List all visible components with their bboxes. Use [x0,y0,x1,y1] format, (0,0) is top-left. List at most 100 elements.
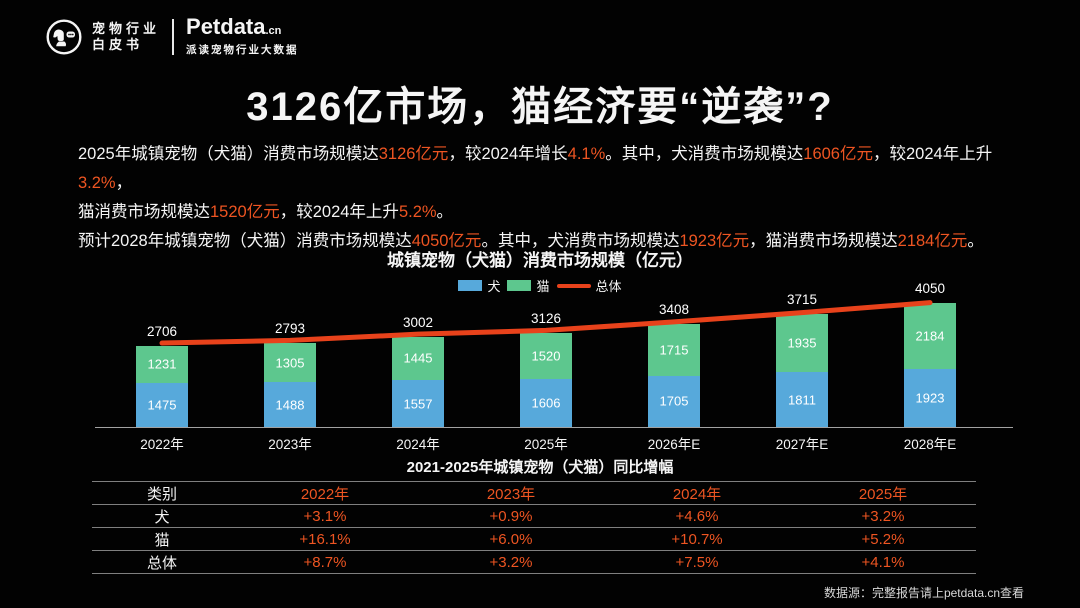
bar-segment-犬: 1705 [648,375,700,427]
bar-value-label: 1557 [403,396,433,412]
text-segment: 。其中，犬消费市场规模达 [481,232,680,250]
highlight-value: 4.1% [567,145,606,163]
x-axis-line [95,427,1013,428]
bar-value-label: 1305 [275,355,305,371]
highlight-value: 3126亿元 [378,145,449,163]
total-value-label: 3408 [658,302,690,318]
brand-bar: 宠物行业 白皮书 Petdata.cn 派读宠物行业大数据 [46,16,299,57]
intro-line-3: 预计2028年城镇宠物（犬猫）消费市场规模达4050亿元。其中，犬消费市场规模达… [78,227,1033,256]
row-label: 总体 [146,554,177,572]
total-value-label: 4050 [914,281,946,297]
text-segment: 。其中，犬消费市场规模达 [605,145,804,163]
bar-value-label: 1231 [147,356,177,372]
bar-segment-犬: 1606 [520,378,572,427]
x-axis-label: 2022年 [140,437,184,452]
brand-divider [172,18,175,55]
petdata-logo-icon [46,19,82,54]
bar-segment-犬: 1475 [136,382,188,427]
legend-item-total: 总体 [556,276,622,295]
table-row-犬: 犬 +3.1% +0.9% +4.6% +3.2% [92,504,976,527]
x-axis-label: 2024年 [396,437,440,452]
highlight-value: 1520亿元 [210,203,280,221]
text-segment: ，猫消费市场规模达 [749,232,898,250]
table-row-总体: 总体 +8.7% +3.2% +7.5% +4.1% [92,550,976,574]
table-header-year: 2023年 [486,485,536,503]
legend-label: 猫 [536,279,550,294]
text-segment: 。 [436,203,454,221]
total-value-label: 3002 [402,314,434,330]
row-label: 猫 [154,531,170,549]
growth-value: +8.7% [303,553,347,571]
table-header-year: 2025年 [858,485,908,503]
table-row-猫: 猫 +16.1% +6.0% +10.7% +5.2% [92,527,976,550]
intro-line-2: 猫消费市场规模达1520亿元，较2024年上升5.2%。 [78,198,1033,227]
highlight-value: 5.2% [398,203,437,221]
growth-value: +7.5% [675,553,719,571]
chart-title: 城镇宠物（犬猫）消费市场规模（亿元） [387,251,693,270]
bar-value-label: 1475 [147,397,177,413]
highlight-value: 2184亿元 [897,232,968,250]
legend-item-犬: 犬 [458,276,500,295]
bar-group-2022年: 1231 1475 [136,345,188,427]
table-title: 2021-2025年城镇宠物（犬猫）同比增幅 [406,459,674,476]
bar-value-label: 1606 [531,395,561,411]
growth-value: +5.2% [861,530,905,548]
bar-value-label: 2184 [915,328,945,344]
source-note: 数据源：完整报告请上petdata.cn查看 [823,586,1024,600]
bar-segment-猫: 1231 [136,345,188,383]
growth-value: +4.1% [861,553,905,571]
x-axis-label: 2023年 [268,437,312,452]
bar-value-label: 1488 [275,397,305,413]
total-value-label: 3715 [786,292,818,308]
growth-value: +6.0% [489,530,533,548]
bar-group-2024年: 1445 1557 [392,336,444,427]
highlight-value: 3.2% [78,174,116,192]
total-value-label: 2793 [274,320,306,336]
highlight-value: 4050亿元 [411,232,482,250]
bar-group-2026年E: 1715 1705 [648,324,700,427]
bar-value-label: 1445 [403,350,433,366]
chart-legend: 犬 猫 总体 [0,276,1080,295]
total-value-label: 2706 [146,323,178,339]
growth-value: +3.2% [489,553,533,571]
bar-value-label: 1715 [659,342,689,358]
stacked-bar-chart: 1231 1475 2706 1305 1488 2793 1445 1557 3002 1520… [95,281,1015,427]
growth-value: +10.7% [671,530,723,548]
text-segment: ， [115,174,133,192]
text-segment: ，较2024年增长 [448,145,568,163]
brand-suffix: .cn [265,25,282,37]
bar-segment-猫: 1305 [264,342,316,383]
brand-name: Petdata [186,14,266,39]
bar-group-2025年: 1520 1606 [520,332,572,427]
bar-segment-犬: 1557 [392,380,444,427]
brand-tagline: 派读宠物行业大数据 [186,44,299,56]
logo-wordmark: 宠物行业 白皮书 [92,21,160,53]
legend-item-猫: 猫 [507,276,550,295]
growth-value: +16.1% [299,530,351,548]
bar-value-label: 1705 [659,393,689,409]
bar-segment-犬: 1488 [264,382,316,427]
text-segment: 预计2028年城镇宠物（犬猫）消费市场规模达 [78,232,412,250]
logo-line2: 白皮书 [92,36,144,52]
highlight-value: 1923亿元 [679,232,750,250]
table-header-year: 2022年 [300,485,350,503]
bar-segment-猫: 2184 [904,303,956,370]
growth-value: +4.6% [675,507,719,525]
bar-legend-swatch-icon [507,280,532,291]
row-label: 犬 [154,508,170,526]
text-segment: 2025年城镇宠物（犬猫）消费市场规模达 [78,145,379,163]
highlight-value: 1606亿元 [803,145,873,163]
growth-value: +3.1% [303,507,347,525]
bar-value-label: 1923 [915,390,945,406]
text-segment: ，较2024年上升 [872,145,993,163]
bar-segment-猫: 1715 [648,324,700,376]
x-axis-label: 2025年 [524,437,568,452]
growth-table: 类别 2022年 2023年 2024年 2025年犬 +3.1% +0.9% +4.6% +3… [92,481,976,574]
legend-label: 犬 [487,279,501,294]
x-axis-labels: 2022年 2023年 2024年 2025年 2026年E 2027年E 2028年E [95,433,1015,452]
line-legend-marker-icon [556,283,591,288]
bar-segment-犬: 1923 [904,369,956,427]
table-header-year: 2024年 [672,485,722,503]
total-value-label: 3126 [530,310,562,326]
